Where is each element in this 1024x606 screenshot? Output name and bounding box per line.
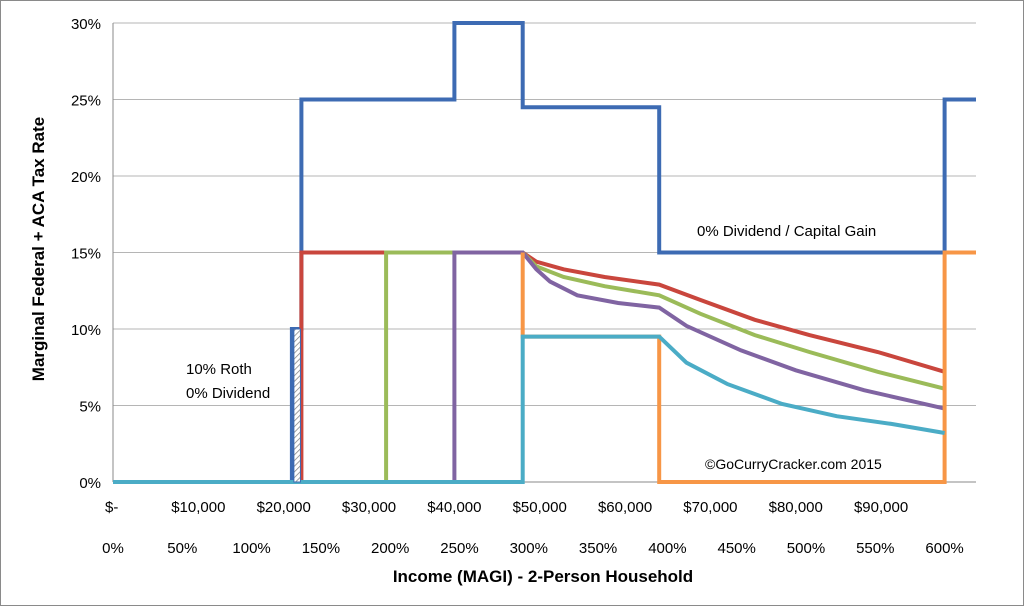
x-tick-label-dollar: $30,000 <box>342 499 396 516</box>
x-tick-label-dollar: $- <box>105 499 118 516</box>
y-tick-label: 5% <box>79 399 101 416</box>
x-tick-label-dollar: $50,000 <box>513 499 567 516</box>
y-tick-label: 15% <box>71 246 101 263</box>
roth-annotation-line1: 10% Roth <box>186 361 252 378</box>
x-tick-label-dollar: $80,000 <box>769 499 823 516</box>
roth-annotation-line2: 0% Dividend <box>186 385 270 402</box>
x-axis-title: Income (MAGI) - 2-Person Household <box>393 567 693 586</box>
gridlines <box>113 22 976 406</box>
x-tick-label-fpl: 500% <box>787 540 825 557</box>
x-tick-label-fpl: 600% <box>925 540 963 557</box>
x-tick-labels-fpl: 0% 50% 100% 150% 200% 250% 300% 350% 400% 450% 500… <box>102 540 964 557</box>
y-tick-label: 30% <box>71 16 101 33</box>
capgain-annotation: 0% Dividend / Capital Gain <box>697 223 876 240</box>
x-tick-label-fpl: 400% <box>648 540 686 557</box>
x-tick-label-fpl: 200% <box>371 540 409 557</box>
y-tick-label: 10% <box>71 322 101 339</box>
x-tick-label-dollar: $10,000 <box>171 499 225 516</box>
y-tick-label: 0% <box>79 475 101 492</box>
series-line-6 <box>113 334 945 484</box>
x-tick-label-fpl: 450% <box>718 540 756 557</box>
series-line-2 <box>113 250 946 484</box>
x-tick-label-dollar: $20,000 <box>257 499 311 516</box>
x-tick-label-fpl: 100% <box>232 540 270 557</box>
y-tick-labels: 0% 5% 10% 15% 20% 25% 30% <box>71 16 101 492</box>
x-tick-label-fpl: 300% <box>510 540 548 557</box>
y-axis-title: Marginal Federal + ACA Tax Rate <box>29 117 48 381</box>
copyright-annotation: ©GoCurryCracker.com 2015 <box>705 456 882 472</box>
x-tick-label-fpl: 250% <box>440 540 478 557</box>
series-lines <box>113 21 976 484</box>
x-tick-label-fpl: 350% <box>579 540 617 557</box>
x-tick-label-dollar: $70,000 <box>683 499 737 516</box>
x-tick-label-fpl: 50% <box>167 540 197 557</box>
x-tick-label-dollar: $40,000 <box>427 499 481 516</box>
x-tick-labels-dollar: $- $10,000 $20,000 $30,000 $40,000 $50,000 $60… <box>105 499 908 516</box>
x-tick-label-fpl: 550% <box>856 540 894 557</box>
x-tick-label-fpl: 0% <box>102 540 124 557</box>
y-tick-label: 25% <box>71 93 101 110</box>
x-tick-label-fpl: 150% <box>302 540 340 557</box>
series-line-5 <box>520 250 976 484</box>
roth-hatch-bar <box>293 328 301 483</box>
x-tick-label-dollar: $60,000 <box>598 499 652 516</box>
x-tick-label-dollar: $90,000 <box>854 499 908 516</box>
y-tick-label: 20% <box>71 169 101 186</box>
